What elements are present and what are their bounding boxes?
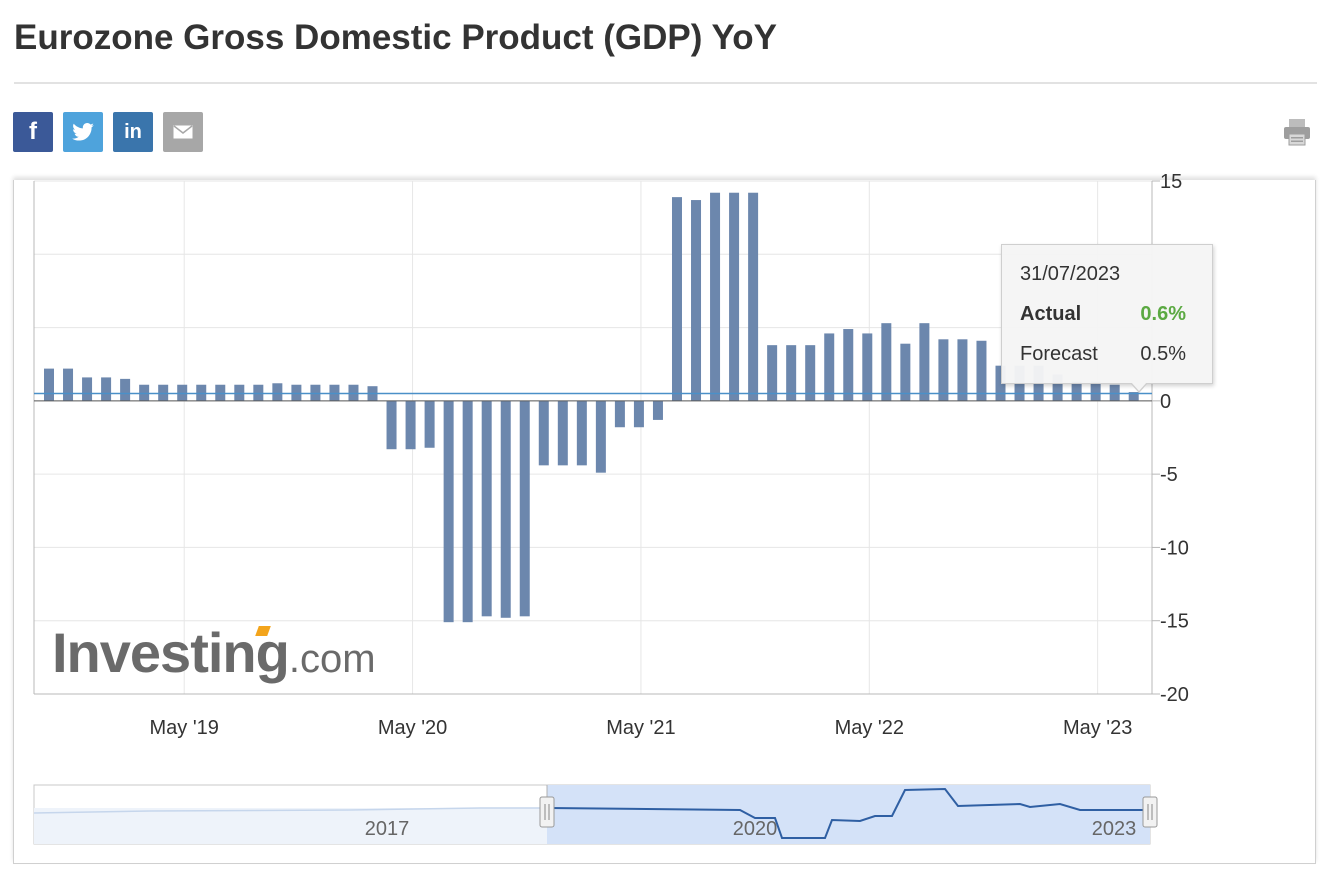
x-tick-label: May '21: [606, 717, 675, 739]
bar: [995, 365, 1006, 401]
navigator-selection: [547, 785, 1150, 844]
tooltip-date: 31/07/2023: [1020, 263, 1121, 285]
bar: [671, 197, 682, 401]
print-button[interactable]: [1281, 116, 1313, 148]
printer-icon: [1284, 119, 1310, 146]
bar: [101, 377, 112, 401]
y-tick-label: -10: [1160, 537, 1189, 559]
bar: [1128, 392, 1139, 401]
bar: [633, 400, 644, 428]
x-tick-labels: May '19 May '20 May '21 May '22 May '23: [150, 717, 1133, 739]
facebook-share-button[interactable]: f: [13, 112, 53, 152]
navigator-label: 2023: [1092, 818, 1137, 840]
tooltip-forecast-value: 0.5%: [1140, 343, 1186, 365]
navigator-history-line: [33, 807, 547, 814]
navigator: 2017 2020 2023: [33, 784, 1158, 845]
tooltip-forecast-label: Forecast: [1020, 343, 1098, 365]
bar: [120, 378, 131, 401]
bar: [576, 400, 587, 466]
y-tick-label: 15: [1160, 171, 1182, 193]
chart-container: [13, 180, 1316, 864]
bar: [386, 400, 397, 450]
bar: [424, 400, 435, 448]
email-icon: [173, 125, 193, 139]
watermark-tld: .com: [288, 637, 376, 681]
bar: [710, 192, 721, 401]
tooltip-actual-row: Actual 0.6%: [1020, 303, 1186, 326]
bar: [481, 400, 492, 617]
bar: [538, 400, 549, 466]
investing-watermark: Investing.com: [52, 620, 376, 685]
bar: [938, 339, 949, 401]
navigator-label: 2017: [365, 818, 410, 840]
y-tick-labels: 15 0 -5 -10 -15 -20: [1160, 171, 1189, 706]
bar: [900, 343, 911, 401]
bar: [748, 192, 759, 401]
bar: [82, 377, 93, 401]
tooltip-pointer: [1130, 382, 1148, 393]
watermark-brand: Investing: [52, 621, 290, 684]
handle-body: [1142, 796, 1158, 828]
x-tick-label: May '19: [150, 717, 219, 739]
bar: [595, 400, 606, 473]
bar: [691, 200, 702, 401]
bar: [652, 400, 663, 420]
x-tick-label: May '22: [835, 717, 904, 739]
handle-body: [539, 796, 555, 828]
bar: [443, 400, 454, 623]
y-tick-label: -5: [1160, 464, 1178, 486]
bar: [44, 368, 54, 401]
bar: [862, 333, 873, 401]
data-tooltip: 31/07/2023 Actual 0.6% Forecast 0.5%: [1001, 244, 1213, 393]
bar: [729, 192, 740, 401]
page-title: Eurozone Gross Domestic Product (GDP) Yo…: [14, 18, 777, 57]
y-tick-label: 0: [1160, 391, 1171, 413]
twitter-share-button[interactable]: [63, 112, 103, 152]
navigator-label: 2020: [733, 818, 778, 840]
bar: [843, 329, 854, 401]
email-share-button[interactable]: [163, 112, 203, 152]
x-tick-label: May '23: [1063, 717, 1132, 739]
bar: [519, 400, 530, 617]
axes: [33, 180, 1160, 695]
facebook-icon: f: [29, 118, 37, 145]
twitter-icon: [72, 123, 94, 141]
bar: [405, 400, 416, 450]
navigator-handle[interactable]: [1142, 796, 1158, 828]
bar: [881, 323, 892, 401]
navigator-line: [548, 787, 1150, 839]
linkedin-share-button[interactable]: in: [113, 112, 153, 152]
bar: [805, 345, 816, 401]
bar: [957, 339, 968, 401]
bar-series: [44, 192, 1139, 623]
y-tick-label: -15: [1160, 611, 1189, 633]
bar: [63, 368, 74, 401]
bar: [272, 383, 283, 401]
bar: [1071, 381, 1082, 401]
bar: [786, 345, 797, 401]
bar: [462, 400, 473, 623]
bar: [919, 323, 930, 401]
x-tick-label: May '20: [378, 717, 447, 739]
bar: [614, 400, 625, 428]
bar: [557, 400, 568, 466]
bar: [500, 400, 511, 618]
title-divider: [14, 82, 1317, 84]
bar: [824, 333, 835, 401]
grid-lines: [34, 180, 1152, 695]
navigator-handle[interactable]: [539, 796, 555, 828]
tooltip-forecast-row: Forecast 0.5%: [1020, 343, 1186, 366]
bar: [767, 345, 778, 401]
linkedin-icon: in: [124, 120, 142, 143]
y-tick-label: -20: [1160, 684, 1189, 706]
bar: [976, 340, 987, 401]
bar: [1090, 381, 1101, 401]
tooltip-actual-value: 0.6%: [1140, 303, 1186, 325]
navigator-history-fill: [34, 808, 547, 844]
tooltip-actual-label: Actual: [1020, 303, 1082, 325]
bar: [1052, 374, 1063, 401]
